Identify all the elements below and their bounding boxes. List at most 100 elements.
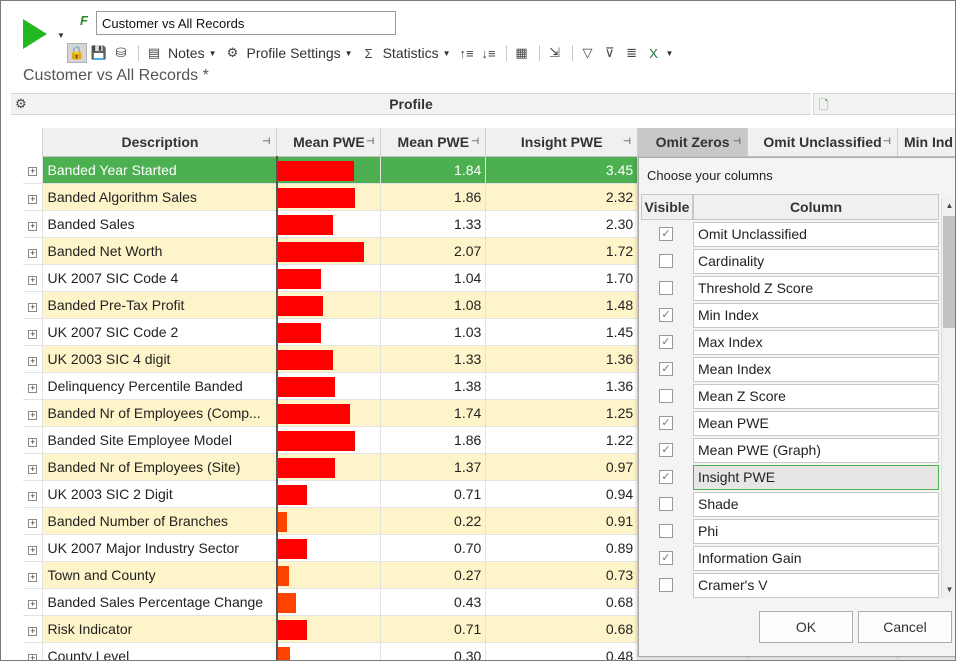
save-icon[interactable]: 💾 — [90, 45, 108, 60]
expand-plus-icon[interactable]: + — [28, 652, 38, 661]
column-header-omit-unclassified[interactable]: Omit Unclassified ⊣ — [747, 128, 898, 157]
query-name-input[interactable] — [96, 11, 396, 35]
expand-plus-icon[interactable]: + — [28, 301, 38, 312]
excel-icon[interactable]: X — [649, 45, 658, 61]
row-expand-cell[interactable]: + — [23, 156, 44, 184]
visible-checkbox[interactable]: ✓ — [659, 551, 673, 565]
column-header-description[interactable]: Description ⊣ — [42, 128, 278, 157]
pin-icon[interactable]: ⊣ — [732, 136, 742, 146]
column-option[interactable]: Mean Z Score — [693, 384, 939, 409]
run-play-icon[interactable] — [23, 19, 47, 49]
expand-plus-icon[interactable]: + — [28, 193, 38, 204]
visible-checkbox[interactable]: ✓ — [659, 227, 673, 241]
row-expand-cell[interactable]: + — [23, 264, 44, 292]
row-expand-cell[interactable]: + — [23, 480, 44, 508]
lock-icon[interactable]: 🔒 — [67, 43, 87, 63]
sigma-icon[interactable]: Σ — [364, 45, 373, 61]
columns-icon[interactable]: ▦ — [515, 45, 528, 60]
pin-icon[interactable]: ⊣ — [262, 136, 271, 146]
visible-checkbox[interactable] — [659, 578, 673, 592]
column-option[interactable]: Mean Index — [693, 357, 939, 382]
expand-plus-icon[interactable]: + — [28, 625, 38, 636]
row-expand-cell[interactable]: + — [23, 426, 44, 454]
visible-checkbox[interactable]: ✓ — [659, 335, 673, 349]
scroll-up-icon[interactable]: ▲ — [945, 201, 954, 210]
row-expand-cell[interactable]: + — [23, 345, 44, 373]
column-option[interactable]: Threshold Z Score — [693, 276, 939, 301]
expand-plus-icon[interactable]: + — [28, 436, 38, 447]
table-row[interactable]: + Banded Nr of Employees (Site) 1.37 0.97 — [23, 453, 955, 481]
column-option[interactable]: Mean PWE — [693, 411, 939, 436]
profile-settings-icon[interactable]: ⚙ — [226, 45, 239, 60]
row-expand-cell[interactable]: + — [23, 642, 44, 661]
column-option[interactable]: Omit Unclassified — [693, 222, 939, 247]
visible-checkbox[interactable] — [659, 524, 673, 538]
notes-button[interactable]: Notes — [168, 45, 205, 61]
column-header-mean-pwe[interactable]: Mean PWE ⊣ — [380, 128, 487, 157]
profile-settings-dropdown-icon[interactable]: ▼ — [344, 48, 353, 58]
row-expand-cell[interactable]: + — [23, 318, 44, 346]
conditional-format-icon[interactable]: ≣ — [626, 45, 637, 60]
expand-plus-icon[interactable]: + — [28, 247, 38, 258]
row-expand-cell[interactable]: + — [23, 453, 44, 481]
pin-icon[interactable]: ⊣ — [366, 136, 375, 146]
row-expand-cell[interactable]: + — [23, 615, 44, 643]
visible-checkbox[interactable] — [659, 389, 673, 403]
expand-plus-icon[interactable]: + — [28, 490, 38, 501]
column-option[interactable]: Cramer's V — [693, 573, 939, 598]
profile-settings-button[interactable]: Profile Settings — [246, 45, 341, 61]
column-option[interactable]: Shade — [693, 492, 939, 517]
notes-dropdown-icon[interactable]: ▼ — [208, 48, 217, 58]
scroll-thumb[interactable] — [943, 216, 955, 328]
expand-plus-icon[interactable]: + — [28, 409, 38, 420]
expand-plus-icon[interactable]: + — [28, 598, 38, 609]
cancel-button[interactable]: Cancel — [858, 611, 952, 643]
column-option[interactable]: Min Index — [693, 303, 939, 328]
sort-descending-icon[interactable]: ↓≡ — [481, 45, 496, 61]
column-header-omit-zeros[interactable]: Omit Zeros ⊣ — [637, 128, 749, 157]
row-expand-cell[interactable]: + — [23, 561, 44, 589]
notes-icon[interactable]: ▤ — [147, 45, 161, 60]
column-option[interactable]: Phi — [693, 519, 939, 544]
run-dropdown-icon[interactable]: ▼ — [57, 31, 65, 40]
export-icon[interactable]: ⇲ — [549, 45, 560, 60]
row-expand-cell[interactable]: + — [23, 237, 44, 265]
row-expand-cell[interactable]: + — [23, 588, 44, 616]
column-option[interactable]: Cardinality — [693, 249, 939, 274]
visible-checkbox[interactable]: ✓ — [659, 443, 673, 457]
pin-icon[interactable]: ⊣ — [471, 136, 480, 146]
excel-dropdown-icon[interactable]: ▼ — [665, 48, 674, 58]
document-icon[interactable]: 🗋 — [819, 98, 829, 112]
pin-icon[interactable]: ⊣ — [882, 136, 891, 146]
column-option[interactable]: Mean PWE (Graph) — [693, 438, 939, 463]
row-expand-cell[interactable]: + — [23, 399, 44, 427]
expand-plus-icon[interactable]: + — [28, 517, 38, 528]
database-icon[interactable]: ⛁ — [115, 45, 127, 60]
expand-plus-icon[interactable]: + — [28, 382, 38, 393]
expand-plus-icon[interactable]: + — [28, 355, 38, 366]
visible-checkbox[interactable]: ✓ — [659, 416, 673, 430]
visible-checkbox[interactable]: ✓ — [659, 308, 673, 322]
expand-plus-icon[interactable]: + — [28, 166, 38, 177]
ok-button[interactable]: OK — [759, 611, 853, 643]
expand-plus-icon[interactable]: + — [28, 274, 38, 285]
column-option[interactable]: Insight PWE — [693, 465, 939, 490]
visible-checkbox[interactable] — [659, 281, 673, 295]
sort-ascending-icon[interactable]: ↑≡ — [459, 45, 474, 61]
expand-plus-icon[interactable]: + — [28, 328, 38, 339]
row-expand-cell[interactable]: + — [23, 372, 44, 400]
row-expand-cell[interactable]: + — [23, 183, 44, 211]
row-expand-cell[interactable]: + — [23, 210, 44, 238]
profile-gear-icon[interactable]: ⚙ — [15, 96, 27, 111]
statistics-dropdown-icon[interactable]: ▼ — [442, 48, 451, 58]
column-header-min-index[interactable]: Min Ind — [897, 128, 955, 157]
filter-icon[interactable]: ▽ — [582, 45, 593, 60]
visible-checkbox[interactable]: ✓ — [659, 470, 673, 484]
row-expand-cell[interactable]: + — [23, 291, 44, 319]
visible-checkbox[interactable]: ✓ — [659, 362, 673, 376]
row-expand-cell[interactable]: + — [23, 507, 44, 535]
visible-checkbox[interactable] — [659, 254, 673, 268]
expand-plus-icon[interactable]: + — [28, 463, 38, 474]
expand-plus-icon[interactable]: + — [28, 220, 38, 231]
row-expand-cell[interactable]: + — [23, 534, 44, 562]
